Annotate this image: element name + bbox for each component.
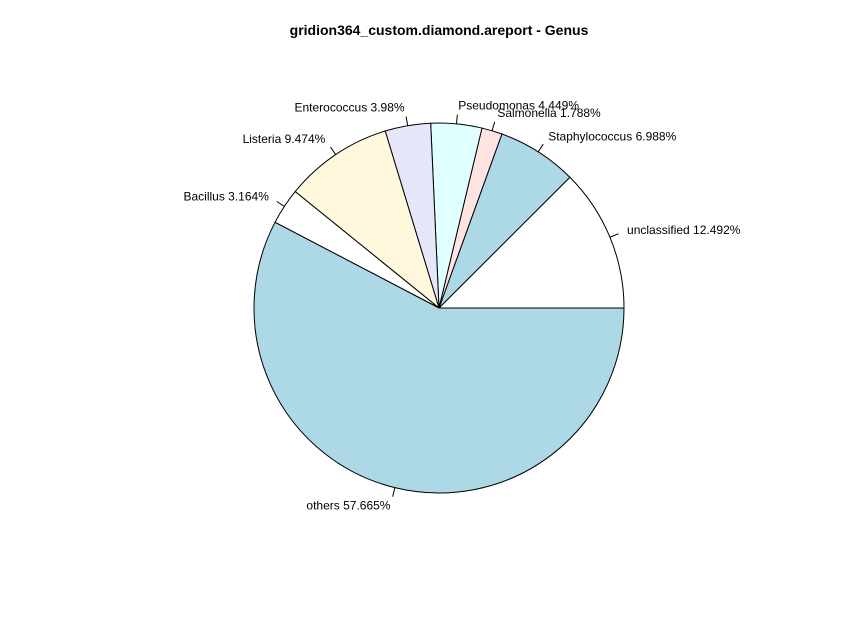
slice-label-salmonella: Salmonella 1.788% — [497, 106, 601, 120]
slice-label-unclassified: unclassified 12.492% — [627, 223, 741, 237]
leader-line-salmonella — [491, 121, 496, 131]
chart-title: gridion364_custom.diamond.areport - Genu… — [290, 22, 589, 38]
pie-slice-others — [253, 221, 625, 494]
leader-line-pseudomonas — [456, 114, 458, 124]
leader-line-unclassified — [609, 233, 619, 238]
pie-slices — [253, 122, 625, 494]
leader-line-listeria — [330, 146, 337, 155]
leader-line-others — [392, 487, 396, 497]
slice-label-enterococcus: Enterococcus 3.98% — [294, 100, 404, 114]
slice-label-bacillus: Bacillus 3.164% — [183, 189, 269, 203]
pie-leader-lines — [276, 114, 619, 497]
slice-label-pseudomonas: Pseudomonas 4.449% — [458, 98, 579, 112]
pie-labels: unclassified 12.492% Staphylococcus 6.988… — [183, 98, 740, 512]
slice-label-staphylococcus: Staphylococcus 6.988% — [548, 129, 676, 143]
slice-label-others: others 57.665% — [306, 499, 390, 513]
pie-slice-unclassified — [437, 176, 625, 309]
slice-label-listeria: Listeria 9.474% — [243, 132, 326, 146]
leader-line-enterococcus — [405, 116, 409, 126]
leader-line-bacillus — [276, 200, 285, 207]
leader-line-staphylococcus — [537, 143, 544, 153]
pie-slice-listeria — [294, 130, 440, 310]
